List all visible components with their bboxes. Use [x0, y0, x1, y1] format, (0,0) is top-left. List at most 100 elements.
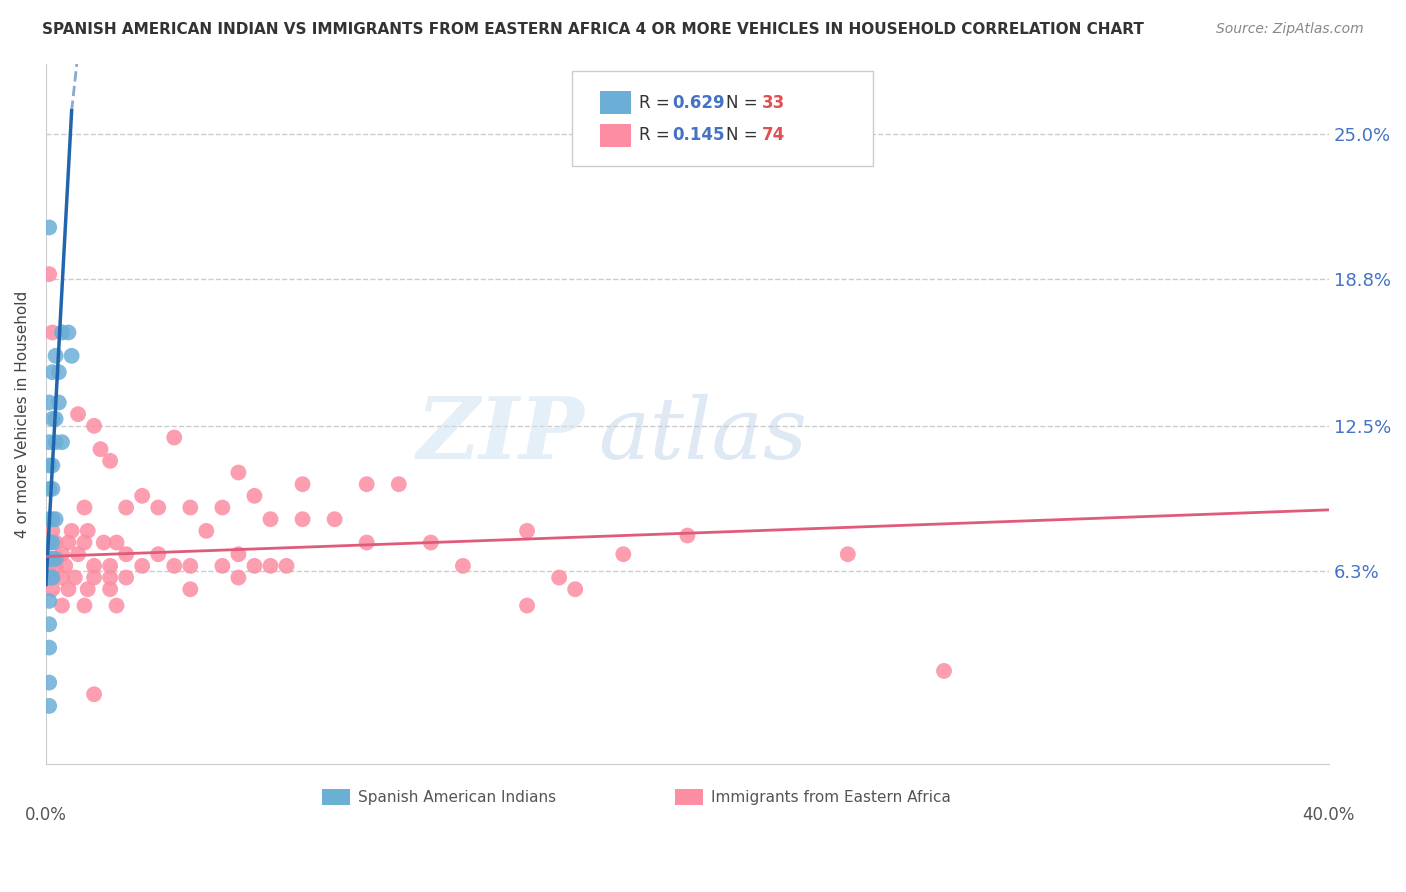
- Point: [291, 477, 314, 491]
- Point: [356, 477, 378, 491]
- Point: [51, 599, 73, 613]
- Point: [41, 570, 63, 584]
- Point: [38, 220, 60, 235]
- FancyBboxPatch shape: [572, 71, 873, 166]
- Point: [179, 558, 201, 573]
- Point: [276, 558, 298, 573]
- Text: Spanish American Indians: Spanish American Indians: [357, 789, 555, 805]
- Point: [45, 435, 67, 450]
- Point: [548, 570, 571, 584]
- Point: [60, 524, 83, 538]
- Point: [45, 558, 67, 573]
- Point: [243, 489, 266, 503]
- Point: [259, 512, 281, 526]
- Text: 0.0%: 0.0%: [25, 806, 67, 824]
- Point: [41, 412, 63, 426]
- Point: [73, 599, 96, 613]
- Point: [89, 442, 111, 457]
- Point: [93, 535, 115, 549]
- Point: [38, 570, 60, 584]
- Bar: [600, 91, 631, 114]
- Point: [38, 435, 60, 450]
- Point: [76, 524, 98, 538]
- Point: [38, 594, 60, 608]
- Point: [98, 570, 121, 584]
- Point: [51, 326, 73, 340]
- Point: [38, 512, 60, 526]
- Point: [67, 407, 90, 421]
- Point: [83, 687, 105, 701]
- Point: [228, 570, 250, 584]
- Point: [38, 558, 60, 573]
- Point: [45, 552, 67, 566]
- Point: [115, 570, 138, 584]
- Point: [51, 547, 73, 561]
- Bar: [675, 789, 703, 805]
- Point: [38, 535, 60, 549]
- Point: [73, 500, 96, 515]
- Point: [41, 326, 63, 340]
- Text: R =: R =: [638, 127, 675, 145]
- Point: [41, 535, 63, 549]
- Point: [676, 528, 699, 542]
- Point: [38, 675, 60, 690]
- Point: [291, 512, 314, 526]
- Text: R =: R =: [638, 94, 675, 112]
- Point: [211, 500, 233, 515]
- Point: [419, 535, 441, 549]
- Point: [76, 582, 98, 597]
- Point: [58, 326, 80, 340]
- Text: ZIP: ZIP: [418, 393, 585, 477]
- Point: [163, 430, 186, 444]
- Point: [41, 582, 63, 597]
- Point: [38, 458, 60, 473]
- Point: [51, 435, 73, 450]
- Point: [38, 395, 60, 409]
- Point: [53, 558, 76, 573]
- Point: [228, 466, 250, 480]
- Point: [98, 558, 121, 573]
- Point: [105, 599, 128, 613]
- Point: [60, 349, 83, 363]
- Point: [98, 582, 121, 597]
- Point: [38, 267, 60, 281]
- Point: [67, 547, 90, 561]
- Point: [48, 365, 70, 379]
- Point: [51, 570, 73, 584]
- Point: [228, 547, 250, 561]
- Point: [105, 535, 128, 549]
- Point: [38, 482, 60, 496]
- Point: [45, 512, 67, 526]
- Point: [38, 552, 60, 566]
- Point: [115, 547, 138, 561]
- Point: [259, 558, 281, 573]
- Point: [98, 454, 121, 468]
- Point: [516, 524, 538, 538]
- Point: [837, 547, 859, 561]
- Point: [38, 698, 60, 713]
- Point: [41, 512, 63, 526]
- Point: [41, 458, 63, 473]
- Y-axis label: 4 or more Vehicles in Household: 4 or more Vehicles in Household: [15, 291, 30, 538]
- Point: [148, 500, 170, 515]
- Point: [48, 395, 70, 409]
- Text: 0.145: 0.145: [672, 127, 724, 145]
- Text: 33: 33: [762, 94, 785, 112]
- Point: [41, 365, 63, 379]
- Point: [83, 570, 105, 584]
- Point: [41, 570, 63, 584]
- Point: [131, 489, 153, 503]
- Text: 40.0%: 40.0%: [1303, 806, 1355, 824]
- Text: 74: 74: [762, 127, 785, 145]
- Point: [58, 535, 80, 549]
- Point: [356, 535, 378, 549]
- Text: N =: N =: [725, 94, 763, 112]
- Text: N =: N =: [725, 127, 763, 145]
- Point: [73, 535, 96, 549]
- Bar: [322, 789, 350, 805]
- Point: [612, 547, 634, 561]
- Point: [83, 418, 105, 433]
- Point: [932, 664, 955, 678]
- Bar: [600, 124, 631, 147]
- Point: [451, 558, 474, 573]
